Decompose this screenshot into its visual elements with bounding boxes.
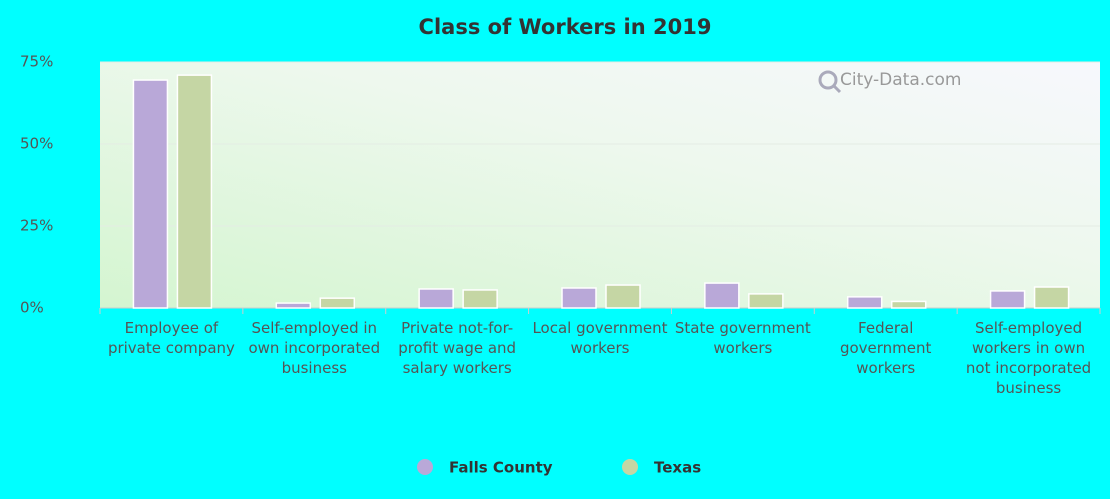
y-tick-label: 50%: [20, 135, 53, 153]
bar: [561, 287, 597, 309]
bar: [132, 79, 169, 309]
x-tick-label: State government workers: [674, 319, 811, 357]
legend-label: Falls County: [449, 459, 553, 477]
legend-marker: [417, 459, 433, 475]
watermark-icon: [818, 70, 842, 94]
watermark: City-Data.com: [840, 70, 961, 90]
bar: [176, 74, 213, 309]
chart-title: Class of Workers in 2019: [419, 15, 712, 39]
bar: [605, 284, 641, 309]
x-tick-label-box: Local government workers: [532, 319, 668, 357]
bar: [989, 290, 1026, 309]
x-tick-label: Self-employed workers in own not incorpo…: [965, 319, 1092, 397]
legend-marker: [622, 459, 638, 475]
bar: [1033, 286, 1070, 309]
x-tick-label-box: Self-employed in own incorporated busine…: [248, 319, 381, 377]
x-tick-label-box: State government workers: [674, 319, 811, 357]
y-tick-label: 75%: [20, 53, 53, 71]
bar: [462, 289, 498, 309]
y-tick-label: 25%: [20, 217, 53, 235]
x-tick-label: Employee of private company: [107, 319, 235, 357]
bar: [704, 282, 740, 309]
bar: [890, 300, 927, 309]
x-tick-label: Self-employed in own incorporated busine…: [248, 319, 381, 377]
bar: [275, 302, 312, 309]
x-tick-label: Private not-for-profit wage and salary w…: [398, 319, 517, 377]
bar: [418, 288, 454, 309]
plot-area: [100, 62, 1100, 308]
x-tick-label: Federal government workers: [839, 319, 932, 377]
y-tick-label: 0%: [20, 299, 44, 317]
x-tick-label-box: Federal government workers: [839, 319, 932, 377]
bar: [319, 297, 356, 309]
x-tick-label-box: Employee of private company: [107, 319, 235, 357]
x-tick-label-box: Private not-for-profit wage and salary w…: [398, 319, 517, 377]
x-tick-label-box: Self-employed workers in own not incorpo…: [965, 319, 1092, 397]
bar: [748, 293, 784, 309]
bar: [846, 296, 883, 309]
legend-label: Texas: [654, 459, 701, 477]
x-tick-label: Local government workers: [532, 319, 668, 357]
